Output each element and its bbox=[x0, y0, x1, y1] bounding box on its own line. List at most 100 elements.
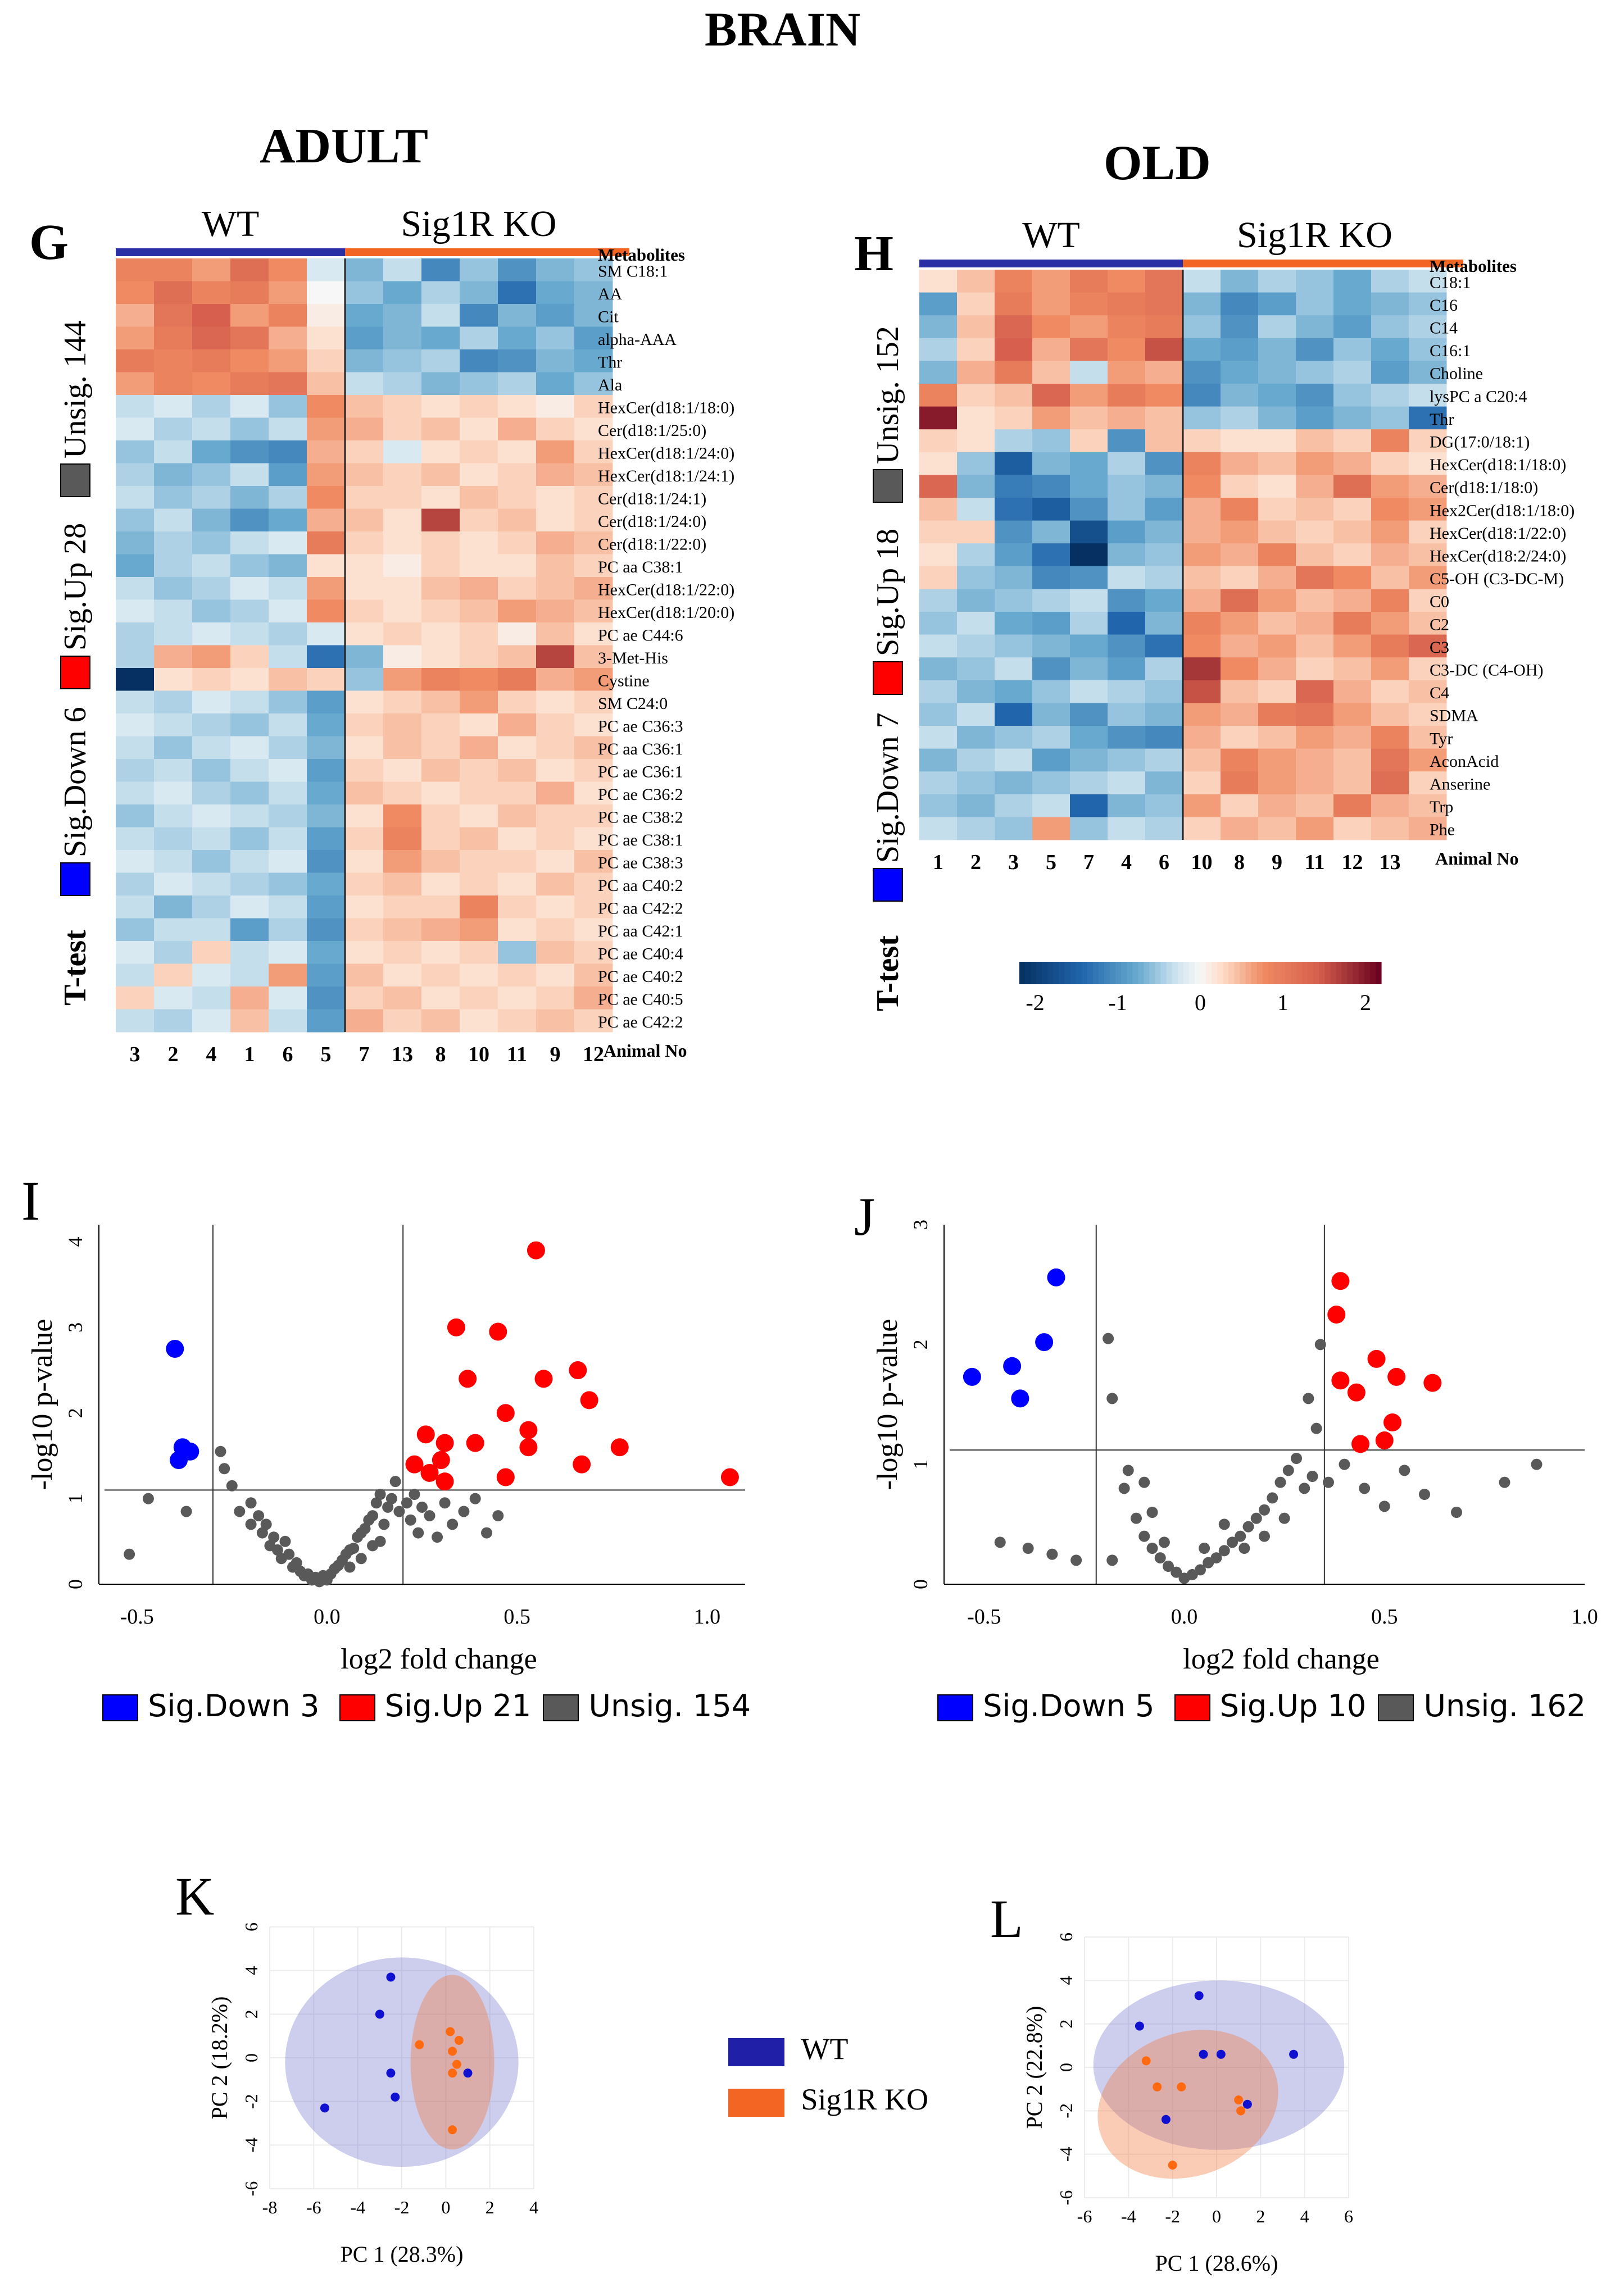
heatmap-cell bbox=[116, 736, 155, 760]
heatmap-cell bbox=[1258, 703, 1296, 726]
metabolite-label: PC aa C38:1 bbox=[598, 558, 683, 576]
y-axis-label: -log10 p-value bbox=[26, 1319, 58, 1490]
point-wt bbox=[1242, 2099, 1252, 2109]
point-unsig bbox=[401, 1497, 412, 1509]
heatmap-cell bbox=[536, 759, 575, 782]
heatmap-cell bbox=[116, 554, 155, 578]
point-wt bbox=[386, 1972, 396, 1982]
heatmap-cell bbox=[919, 817, 958, 840]
heatmap-cell bbox=[460, 349, 498, 372]
metabolite-label: Cer(d18:1/24:1) bbox=[598, 489, 706, 508]
heatmap-cell bbox=[154, 326, 193, 350]
heatmap-cell bbox=[421, 645, 460, 669]
heatmap-cell bbox=[269, 349, 307, 372]
heatmap-cell bbox=[383, 759, 422, 782]
heatmap-cell bbox=[383, 736, 422, 760]
heatmap-cell bbox=[1070, 634, 1108, 658]
heatmap-cell bbox=[1221, 315, 1259, 339]
heatmap-cell bbox=[192, 577, 231, 600]
heatmap-cell bbox=[269, 690, 307, 714]
point-sig-up bbox=[569, 1361, 587, 1380]
metabolite-label: PC ae C40:2 bbox=[598, 967, 683, 986]
metabolite-label: alpha-AAA bbox=[598, 330, 677, 349]
heatmap-cell bbox=[1108, 634, 1146, 658]
heatmap-cell bbox=[1409, 520, 1447, 544]
heatmap-cell bbox=[1296, 292, 1334, 316]
heatmap-cell bbox=[1333, 338, 1372, 361]
x-tick-label: 4 bbox=[529, 2197, 538, 2217]
heatmap-cell bbox=[421, 304, 460, 327]
heatmap-cell bbox=[1333, 292, 1372, 316]
point-sig-up bbox=[466, 1434, 484, 1452]
heatmap-cell bbox=[269, 304, 307, 327]
animal-number: 1 bbox=[244, 1043, 255, 1066]
metabolite-label: Tyr bbox=[1430, 729, 1453, 748]
heatmap-cell bbox=[192, 531, 231, 554]
heatmap-cell bbox=[536, 577, 575, 600]
heatmap-cell bbox=[536, 986, 575, 1010]
point-unsig bbox=[1103, 1333, 1114, 1344]
animal-number: 9 bbox=[550, 1043, 561, 1066]
colorbar-segment bbox=[1110, 962, 1116, 984]
heatmap-cell bbox=[1258, 794, 1296, 817]
heatmap-cell bbox=[1145, 771, 1183, 795]
metabolite-label: Cit bbox=[598, 307, 619, 326]
panel-letter-j: J bbox=[854, 1186, 875, 1247]
heatmap-cell bbox=[192, 827, 231, 851]
metabolite-label: AA bbox=[598, 285, 623, 303]
colorbar-segment bbox=[1341, 962, 1348, 984]
heatmap-cell bbox=[1258, 771, 1296, 795]
metabolite-label: Anserine bbox=[1430, 775, 1490, 794]
metabolite-label: C16 bbox=[1430, 296, 1458, 315]
heatmap-cell bbox=[116, 417, 155, 441]
colorbar-segment bbox=[1313, 962, 1319, 984]
heatmap-cell bbox=[1032, 680, 1070, 703]
heatmap-cell bbox=[460, 577, 498, 600]
heatmap-cell bbox=[269, 531, 307, 554]
heatmap-cell bbox=[1070, 543, 1108, 567]
point-unsig bbox=[1046, 1548, 1058, 1560]
heatmap-cell bbox=[383, 895, 422, 919]
heatmap-cell bbox=[1221, 475, 1259, 498]
heatmap-cell bbox=[1409, 498, 1447, 521]
heatmap-cell bbox=[1371, 817, 1409, 840]
heatmap-cell bbox=[154, 440, 193, 463]
pca-legend: WT Sig1R KO bbox=[728, 2029, 928, 2119]
animal-number: 10 bbox=[468, 1043, 489, 1066]
point-ko bbox=[1234, 2095, 1244, 2104]
heatmap-cell bbox=[919, 270, 958, 293]
heatmap-cell bbox=[536, 781, 575, 805]
heatmap-cell bbox=[383, 781, 422, 805]
x-tick-label: 2 bbox=[1256, 2206, 1265, 2226]
heatmap-cell bbox=[1183, 726, 1221, 749]
heatmap-cell bbox=[307, 281, 346, 304]
heatmap-cell bbox=[460, 781, 498, 805]
colorbar-segment bbox=[1324, 962, 1331, 984]
point-unsig bbox=[1131, 1512, 1142, 1524]
animal-number: 4 bbox=[1121, 851, 1132, 874]
heatmap-cell bbox=[498, 508, 537, 532]
heatmap-cell bbox=[307, 440, 346, 463]
heatmap-cell bbox=[1333, 520, 1372, 544]
heatmap-cell bbox=[192, 918, 231, 942]
point-unsig bbox=[1267, 1492, 1278, 1504]
significance-side-legend: T-test Sig.Down 7 Sig.Up 18 Unsig. 152 bbox=[870, 326, 905, 1011]
x-tick-label: -6 bbox=[1077, 2206, 1092, 2226]
point-unsig bbox=[359, 1522, 371, 1534]
heatmap-cell bbox=[269, 508, 307, 532]
heatmap-cell bbox=[1333, 771, 1372, 795]
point-ko bbox=[452, 2059, 461, 2069]
heatmap-cell bbox=[116, 395, 155, 418]
heatmap-cell bbox=[192, 713, 231, 736]
heatmap-cell bbox=[1108, 406, 1146, 430]
heatmap-cell bbox=[1183, 498, 1221, 521]
heatmap-cell bbox=[460, 963, 498, 987]
colorbar-tick: 0 bbox=[1195, 990, 1206, 1015]
colorbar-segment bbox=[1127, 962, 1133, 984]
heatmap-cell bbox=[1333, 543, 1372, 567]
heatmap-cell bbox=[1070, 338, 1108, 361]
heatmap-cell bbox=[574, 304, 613, 327]
ellipse-ko bbox=[410, 1975, 495, 2150]
heatmap-cell bbox=[116, 963, 155, 987]
heatmap-cell bbox=[1145, 475, 1183, 498]
